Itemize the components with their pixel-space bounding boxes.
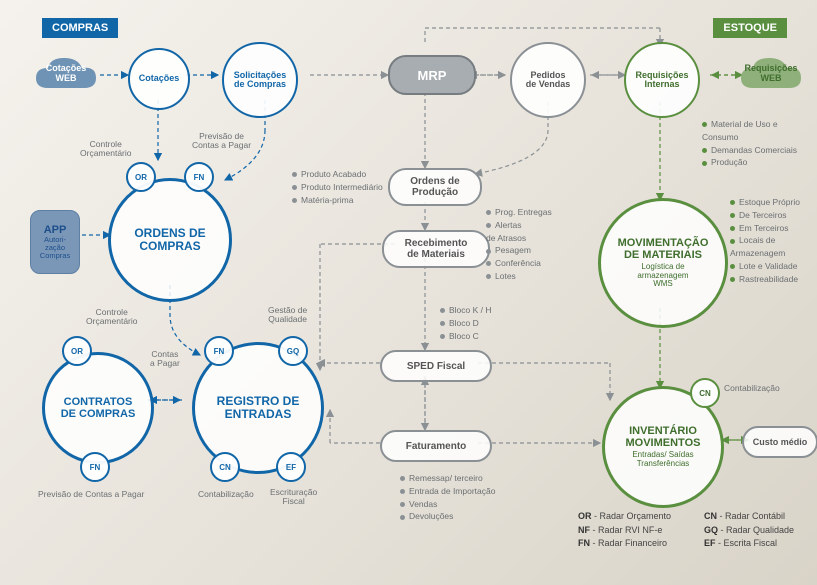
mini-fn-3: FN [204, 336, 234, 366]
lbl-escrit: Escrituração Fiscal [270, 488, 317, 507]
bullets-req: Material de Uso e ConsumoDemandas Comerc… [702, 118, 797, 169]
mini-fn-2: FN [80, 452, 110, 482]
app-autorizacao: APP Autori- zação Compras [30, 210, 80, 274]
lbl-contab: Contabilização [198, 490, 254, 499]
lbl-gestao-qual: Gestão de Qualidade [268, 306, 307, 325]
mini-or-2: OR [62, 336, 92, 366]
lbl-controle-orc-2: Controle Orçamentário [86, 308, 138, 327]
lbl-contab2: Contabilização [724, 384, 780, 393]
circle-movimentacao: MOVIMENTAÇÃO DE MATERIAIS Logística de a… [598, 198, 728, 328]
circle-contratos: CONTRATOS DE COMPRAS [42, 352, 154, 464]
tag-estoque: ESTOQUE [713, 18, 787, 38]
mini-ef: EF [276, 452, 306, 482]
mini-cn-2: CN [690, 378, 720, 408]
bullets-sped: Bloco K / HBloco DBloco C [440, 304, 492, 342]
box-mrp: MRP [388, 55, 476, 95]
box-recebimento: Recebimento de Materiais [382, 230, 490, 268]
lbl-controle-orc-1: Controle Orçamentário [80, 140, 132, 159]
mini-or-1: OR [126, 162, 156, 192]
bullets-mov: Estoque PróprioDe TerceirosEm TerceirosL… [730, 196, 817, 285]
circle-requisicoes: Requisições Internas [624, 42, 700, 118]
lbl-prev-contas: Previsão de Contas a Pagar [38, 490, 144, 499]
lbl-previsao: Previsão de Contas a Pagar [192, 132, 251, 151]
mini-cn-1: CN [210, 452, 240, 482]
box-ordens-producao: Ordens de Produção [388, 168, 482, 206]
box-custo-medio: Custo médio [742, 426, 817, 458]
cloud-requisicoes-web: Requisições WEB [735, 50, 807, 98]
box-sped: SPED Fiscal [380, 350, 492, 382]
bullets-fatur: Remessap/ terceiroEntrada de ImportaçãoV… [400, 472, 495, 523]
bullets-ordprod: Produto AcabadoProduto IntermediárioMaté… [292, 168, 383, 206]
bullets-receb: Prog. EntregasAlertas de AtrasosPesagemC… [486, 206, 552, 283]
tag-compras: COMPRAS [42, 18, 118, 38]
circle-solicitacoes: Solicitações de Compras [222, 42, 298, 118]
circle-pedidos: Pedidos de Vendas [510, 42, 586, 118]
mini-fn-1: FN [184, 162, 214, 192]
legend: OR - Radar Orçamento CN - Radar Contábil… [578, 510, 817, 551]
circle-ordens-compras: ORDENS DE COMPRAS [108, 178, 232, 302]
lbl-contas-pagar: Contas a Pagar [150, 350, 180, 369]
box-faturamento: Faturamento [380, 430, 492, 462]
circle-cotacoes: Cotações [128, 48, 190, 110]
mini-gq: GQ [278, 336, 308, 366]
cloud-cotacoes-web: Cotações WEB [30, 50, 102, 98]
